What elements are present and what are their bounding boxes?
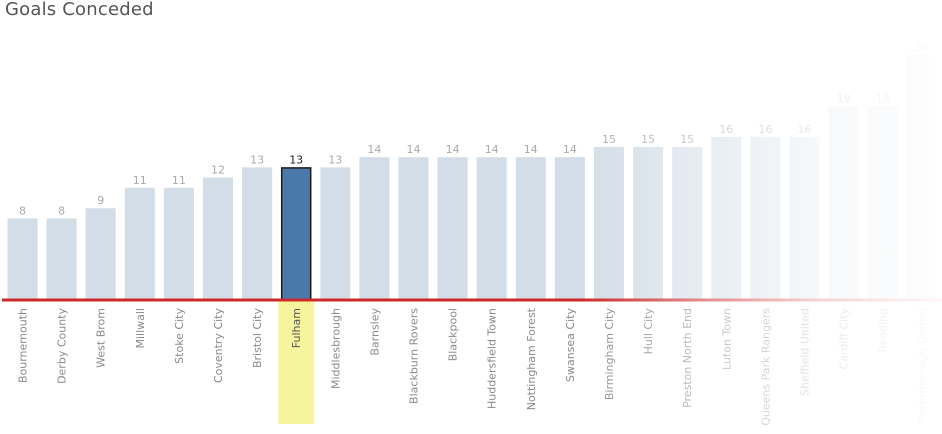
category-label: Preston North End xyxy=(681,308,694,408)
bar-barnsley xyxy=(359,157,390,300)
bar-nottingham-forest xyxy=(515,157,546,300)
category-label: Middlesbrough xyxy=(329,308,342,389)
category-label: Bristol City xyxy=(251,308,264,369)
value-label: 14 xyxy=(367,143,381,156)
bar-blackburn-rovers xyxy=(398,157,429,300)
bar-birmingham-city xyxy=(594,147,624,300)
bar-west-brom xyxy=(85,208,116,300)
value-label: 15 xyxy=(680,133,694,146)
bar-stoke-city xyxy=(163,187,194,300)
value-label: 24 xyxy=(915,41,929,54)
category-label: Swansea City xyxy=(564,308,577,382)
bar-huddersfield-town xyxy=(476,157,507,300)
bar-peterborough-united xyxy=(906,55,937,301)
bar-queens-park-rangers xyxy=(750,136,781,300)
bar-reading xyxy=(867,106,898,300)
value-label: 16 xyxy=(798,123,812,136)
value-label: 13 xyxy=(328,153,342,166)
value-label: 15 xyxy=(602,133,616,146)
category-label: Barnsley xyxy=(368,308,381,356)
value-label: 9 xyxy=(97,194,104,207)
category-label: Nottingham Forest xyxy=(525,307,538,410)
category-label: Peterborough United xyxy=(916,308,929,422)
value-label: 14 xyxy=(563,143,577,156)
bar-bristol-city xyxy=(242,167,273,300)
value-label: 14 xyxy=(524,143,538,156)
category-label: Coventry City xyxy=(212,308,225,384)
category-label: Stoke City xyxy=(173,308,186,364)
bar-middlesbrough xyxy=(320,167,351,300)
bar-hull-city xyxy=(633,147,664,300)
value-label: 11 xyxy=(172,174,186,187)
category-label: Queens Park Rangers xyxy=(759,308,772,426)
category-label: Blackpool xyxy=(447,308,460,361)
bar-sheffield-united xyxy=(789,136,820,300)
category-label: Fulham xyxy=(290,308,303,348)
category-label: Bournemouth xyxy=(17,308,30,383)
value-label: 15 xyxy=(641,133,655,146)
bar-coventry-city xyxy=(203,177,233,300)
value-label: 8 xyxy=(19,204,26,217)
bar-cardiff-city xyxy=(828,106,859,300)
bar-millwall xyxy=(124,187,155,300)
value-label: 14 xyxy=(485,143,499,156)
category-label: Derby County xyxy=(56,308,69,384)
value-label: 11 xyxy=(133,174,147,187)
category-label: Blackburn Rovers xyxy=(408,308,421,404)
value-label: 19 xyxy=(876,92,890,105)
value-label: 14 xyxy=(446,143,460,156)
value-label: 13 xyxy=(289,153,303,166)
category-label: West Brom xyxy=(95,308,108,368)
value-label: 13 xyxy=(250,153,264,166)
bar-blackpool xyxy=(437,157,468,300)
category-label: Huddersfield Town xyxy=(486,308,499,409)
value-label: 8 xyxy=(58,204,65,217)
category-label: Reading xyxy=(877,308,890,353)
value-label: 16 xyxy=(758,123,772,136)
bar-luton-town xyxy=(711,136,742,300)
bar-derby-county xyxy=(46,218,77,300)
bar-preston-north-end xyxy=(672,147,703,300)
category-label: Hull City xyxy=(642,308,655,355)
value-label: 16 xyxy=(719,123,733,136)
bar-bournemouth xyxy=(7,218,38,300)
category-label: Sheffield United xyxy=(799,308,812,396)
value-label: 14 xyxy=(407,143,421,156)
value-label: 12 xyxy=(211,164,225,177)
category-label: Birmingham City xyxy=(603,308,616,401)
category-label: Luton Town xyxy=(720,308,733,370)
bar-fulham xyxy=(280,167,312,301)
category-label: Cardiff City xyxy=(838,308,851,370)
bar-swansea-city xyxy=(554,157,585,300)
value-label: 19 xyxy=(837,92,851,105)
category-label: Millwall xyxy=(134,308,147,349)
